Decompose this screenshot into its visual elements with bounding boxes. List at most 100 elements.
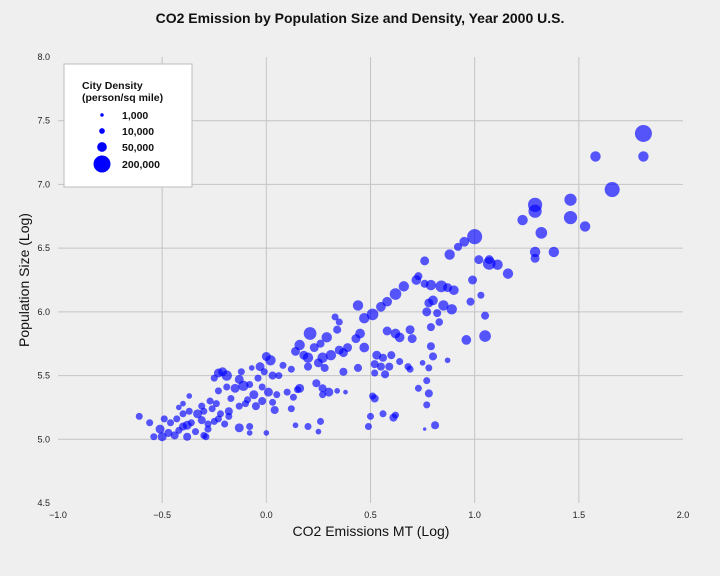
scatter-point bbox=[502, 268, 514, 279]
scatter-point bbox=[304, 423, 312, 431]
scatter-point bbox=[320, 363, 329, 372]
scatter-point bbox=[353, 363, 363, 372]
scatter-point bbox=[325, 349, 337, 361]
scatter-point bbox=[335, 318, 343, 326]
scatter-point bbox=[319, 391, 327, 399]
scatter-point bbox=[269, 398, 277, 406]
scatter-point bbox=[407, 334, 417, 344]
scatter-point bbox=[404, 363, 412, 371]
x-tick-label: 2.0 bbox=[677, 510, 690, 520]
y-tick-label: 4.5 bbox=[37, 498, 50, 508]
scatter-point bbox=[389, 288, 402, 300]
scatter-point bbox=[428, 295, 438, 306]
x-tick-label: 1.5 bbox=[573, 510, 586, 520]
scatter-point bbox=[170, 431, 179, 440]
scatter-point bbox=[364, 423, 372, 431]
scatter-point bbox=[461, 335, 472, 345]
scatter-point bbox=[176, 404, 182, 411]
scatter-point bbox=[208, 405, 216, 413]
scatter-point bbox=[398, 281, 410, 292]
scatter-point bbox=[411, 275, 422, 285]
scatter-point bbox=[366, 308, 379, 321]
scatter-point bbox=[248, 365, 255, 371]
scatter-point bbox=[425, 364, 433, 372]
x-tick-label: 0.5 bbox=[364, 510, 377, 520]
scatter-point bbox=[381, 370, 390, 379]
scatter-point bbox=[303, 362, 313, 371]
scatter-point bbox=[160, 415, 168, 423]
legend-entry-label: 10,000 bbox=[122, 126, 154, 138]
scatter-point bbox=[316, 417, 325, 425]
scatter-point bbox=[318, 384, 327, 393]
y-tick-label: 8.0 bbox=[37, 52, 50, 62]
x-axis-ticks: −1.0 −0.5 0.0 0.5 1.0 1.5 2.0 bbox=[49, 510, 689, 520]
legend-subtitle: (person/sq mile) bbox=[82, 92, 163, 104]
scatter-point bbox=[579, 221, 591, 232]
scatter-point bbox=[183, 432, 192, 441]
scatter-point bbox=[186, 393, 193, 399]
y-tick-label: 6.0 bbox=[37, 307, 50, 317]
scatter-point bbox=[313, 358, 323, 368]
scatter-point bbox=[405, 325, 415, 335]
scatter-point bbox=[324, 387, 334, 397]
scatter-point bbox=[414, 384, 422, 392]
scatter-point bbox=[376, 362, 385, 371]
scatter-point bbox=[260, 368, 268, 376]
scatter-point bbox=[287, 365, 295, 373]
scatter-point bbox=[446, 304, 457, 315]
scatter-point bbox=[213, 368, 223, 378]
scatter-point bbox=[422, 427, 427, 431]
scatter-point bbox=[214, 387, 222, 395]
scatter-point bbox=[316, 339, 325, 348]
scatter-point bbox=[331, 313, 339, 321]
scatter-point bbox=[343, 389, 348, 395]
y-tick-label: 5.5 bbox=[37, 371, 50, 381]
scatter-point bbox=[431, 421, 440, 430]
scatter-point bbox=[548, 246, 560, 258]
scatter-point bbox=[241, 400, 250, 408]
scatter-point bbox=[315, 428, 322, 435]
x-tick-label: −1.0 bbox=[49, 510, 67, 520]
scatter-point bbox=[435, 318, 444, 326]
scatter-point bbox=[193, 409, 203, 419]
scatter-point bbox=[453, 242, 463, 251]
scatter-point bbox=[338, 348, 348, 358]
scatter-point bbox=[366, 412, 375, 420]
scatter-point bbox=[309, 343, 319, 353]
scatter-point bbox=[150, 433, 158, 441]
scatter-point bbox=[423, 377, 431, 385]
scatter-point bbox=[379, 410, 387, 418]
scatter-point bbox=[312, 379, 321, 388]
scatter-point bbox=[275, 372, 283, 380]
scatter-point bbox=[206, 397, 214, 405]
scatter-point bbox=[185, 407, 193, 415]
scatter-point bbox=[387, 351, 396, 360]
scatter-point bbox=[424, 389, 433, 398]
scatter-point bbox=[212, 400, 220, 408]
scatter-point bbox=[535, 227, 548, 239]
legend-marker bbox=[93, 155, 111, 173]
scatter-point bbox=[251, 402, 260, 411]
legend-box bbox=[63, 63, 193, 188]
scatter-point bbox=[351, 334, 361, 344]
scatter-point bbox=[234, 423, 244, 433]
scatter-point bbox=[254, 374, 262, 382]
scatter-point bbox=[468, 275, 478, 285]
scatter-point bbox=[291, 346, 300, 356]
y-tick-label: 5.0 bbox=[37, 434, 50, 444]
scatter-point bbox=[528, 204, 542, 218]
scatter-point bbox=[376, 301, 386, 312]
scatter-point bbox=[164, 428, 173, 437]
scatter-point bbox=[268, 371, 277, 380]
scatter-point bbox=[466, 297, 475, 306]
scatter-point bbox=[474, 255, 484, 265]
scatter-point bbox=[303, 327, 317, 340]
scatter-point bbox=[273, 391, 281, 399]
scatter-point bbox=[425, 279, 437, 291]
scatter-point bbox=[444, 249, 455, 260]
scatter-point bbox=[423, 401, 431, 409]
scatter-point bbox=[295, 383, 305, 393]
scatter-point bbox=[467, 229, 483, 245]
scatter-point bbox=[230, 383, 240, 393]
scatter-point bbox=[135, 412, 143, 420]
